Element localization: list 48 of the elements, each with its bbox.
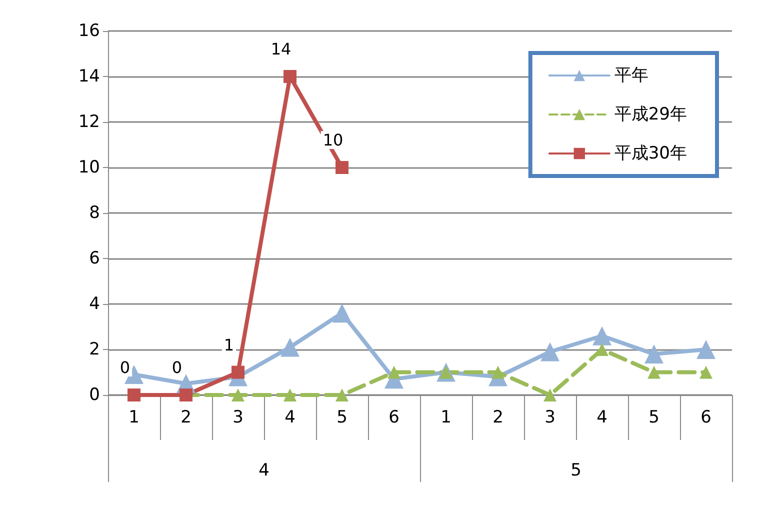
x-tick-label: 4 — [596, 408, 608, 428]
point — [336, 388, 348, 402]
point — [648, 366, 660, 379]
x-tick-label: 6 — [388, 408, 400, 428]
y-tick-label: 14 — [78, 66, 100, 86]
data-label: 0 — [120, 358, 130, 377]
point — [696, 340, 716, 359]
x-tick-label: 5 — [336, 408, 348, 428]
y-tick-label: 8 — [89, 203, 100, 223]
data-label: 1 — [224, 335, 234, 354]
point — [544, 388, 556, 402]
x-tick-label: 5 — [648, 408, 660, 428]
y-tick-label: 4 — [89, 294, 100, 314]
y-tick-label: 6 — [89, 248, 100, 268]
point — [492, 366, 504, 379]
point — [644, 344, 664, 364]
point — [280, 338, 300, 357]
data-label: 10 — [322, 130, 344, 150]
data-label: 14 — [270, 40, 292, 58]
legend-label: 平成30年 — [614, 144, 688, 164]
text: 5 — [570, 460, 582, 480]
point — [388, 366, 400, 379]
point — [232, 366, 244, 379]
x-tick-label: 2 — [180, 408, 192, 428]
text: 4 — [258, 460, 270, 480]
x-tick-label: 1 — [440, 408, 452, 428]
point — [336, 161, 348, 174]
x-tick-label: 6 — [700, 408, 712, 428]
point — [540, 342, 560, 362]
data-label: 0 — [172, 358, 182, 377]
x-tick-label: 3 — [232, 408, 244, 428]
y-tick-label: 0 — [89, 385, 100, 405]
x-tick-label: 4 — [284, 408, 296, 428]
point — [332, 304, 352, 323]
point — [284, 388, 296, 402]
legend-label: 平年 — [614, 66, 648, 86]
point — [232, 388, 244, 402]
x-tick-label: 2 — [492, 408, 504, 428]
y-tick-label: 10 — [78, 158, 100, 178]
y-tick-label: 2 — [89, 340, 100, 360]
x-tick-label: 1 — [128, 408, 140, 428]
legend-label: 平成29年 — [614, 104, 688, 124]
point — [700, 366, 712, 379]
y-tick-label: 12 — [78, 112, 100, 132]
point — [592, 326, 612, 346]
point — [284, 70, 296, 83]
x-tick-label: 3 — [544, 408, 556, 428]
y-tick-label: 16 — [78, 21, 100, 41]
